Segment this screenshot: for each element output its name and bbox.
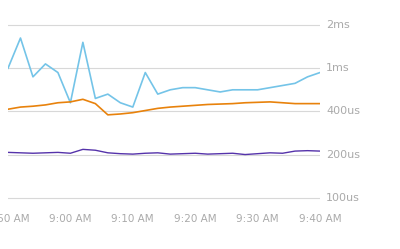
- Text: 100us: 100us: [326, 193, 360, 203]
- Text: 2ms: 2ms: [326, 20, 350, 30]
- Text: 200us: 200us: [326, 150, 360, 160]
- Text: 1ms: 1ms: [326, 63, 350, 73]
- Text: 400us: 400us: [326, 106, 360, 116]
